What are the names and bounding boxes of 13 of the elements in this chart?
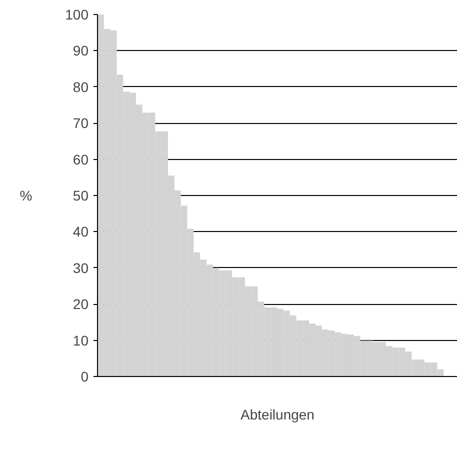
y-tick-label: 40 (72, 224, 89, 240)
y-tick-label: 80 (72, 78, 89, 95)
y-tick-label: 100 (65, 6, 89, 22)
y-tick-label: 30 (72, 260, 89, 276)
x-axis-title: Abteilungen (240, 406, 314, 422)
y-tick-label: 60 (72, 151, 89, 168)
y-tick-label: 20 (72, 296, 89, 312)
y-tick-label: 10 (72, 332, 89, 348)
y-tick-label: 90 (72, 42, 89, 59)
y-tick-label: 0 (80, 368, 89, 384)
y-tick-label: 70 (72, 115, 89, 132)
y-tick-label: 50 (72, 188, 89, 204)
y-axis-title: % (20, 188, 32, 204)
